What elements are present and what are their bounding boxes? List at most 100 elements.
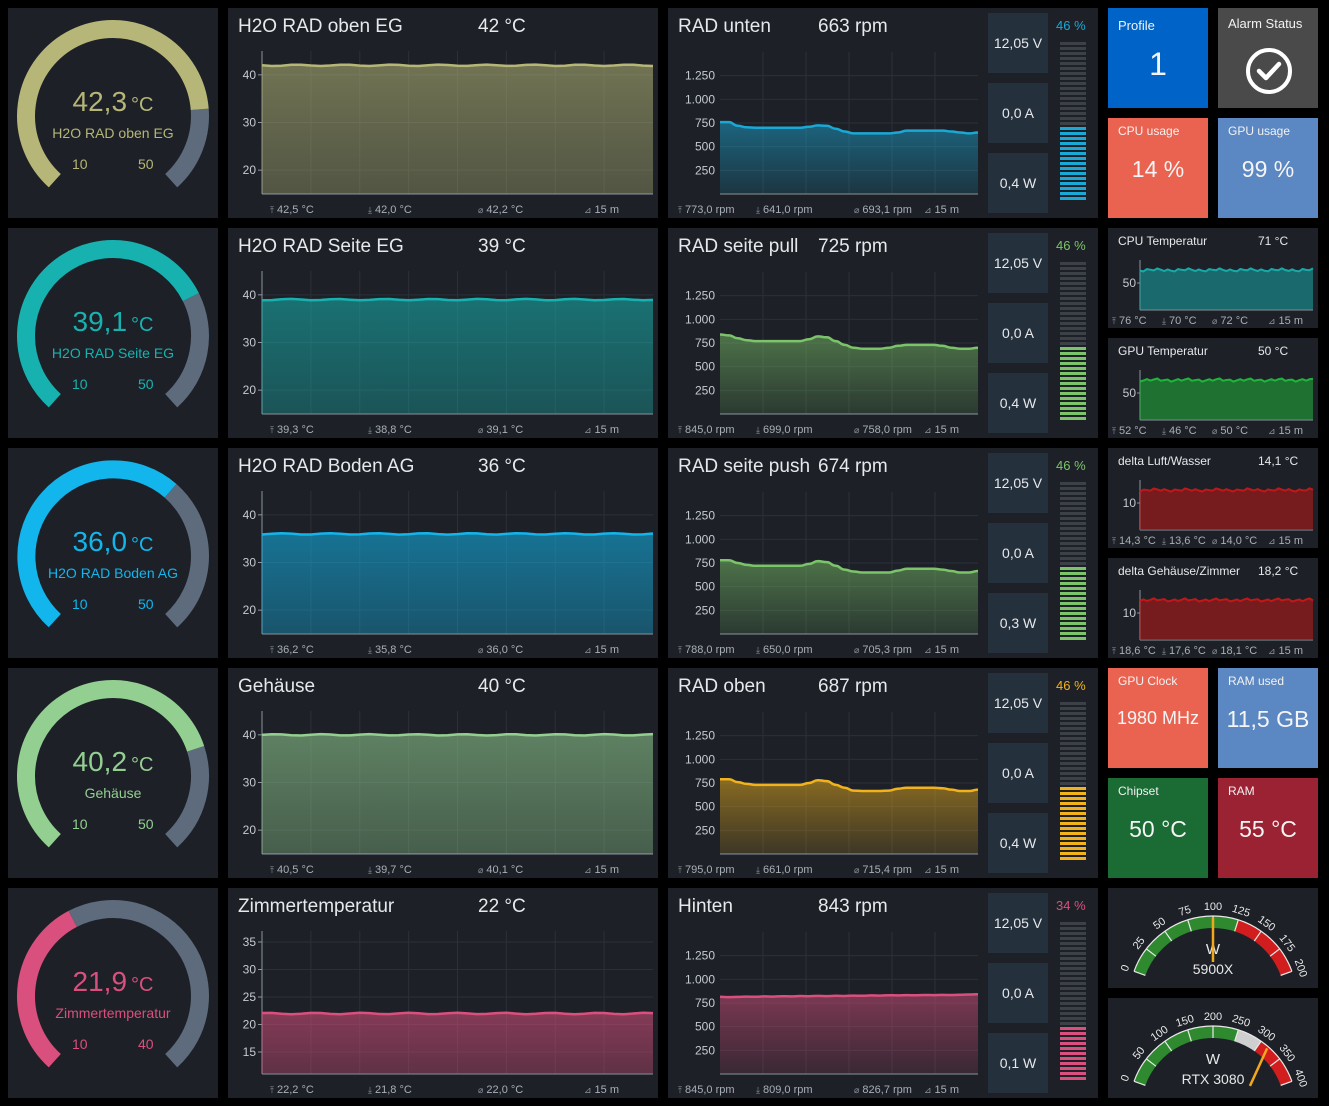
stat-min-icon: ⤓ bbox=[368, 205, 372, 215]
alarm-status-tile[interactable]: Alarm Status bbox=[1218, 8, 1318, 108]
bar-segment bbox=[1060, 837, 1086, 840]
y-tick-label: 500 bbox=[695, 140, 715, 154]
profile-tile[interactable]: Profile 1 bbox=[1108, 8, 1208, 108]
gauge-min: 10 bbox=[72, 596, 88, 612]
stat-span-icon: ⊿ bbox=[924, 865, 932, 875]
stat-min-icon: ⤓ bbox=[368, 865, 372, 875]
temperature-min: ⤓ 35,8 °C bbox=[368, 644, 412, 656]
mini-chart-value: 18,2 °C bbox=[1258, 564, 1299, 578]
stat-max-icon: ⤒ bbox=[678, 425, 682, 435]
stat-span-icon: ⊿ bbox=[924, 645, 932, 655]
bar-segment bbox=[1060, 82, 1086, 85]
bar-segment bbox=[1060, 1037, 1086, 1040]
bar-segment bbox=[1060, 932, 1086, 935]
chipset-tile: Chipset 50 °C bbox=[1108, 778, 1208, 878]
mini-chart-panel: CPU Temperatur 71 °C 50 ⤒ 76 °C ⤓ 70 °C ⌀ 72 °C ⊿… bbox=[1108, 228, 1318, 328]
y-tick-label: 20 bbox=[243, 823, 257, 837]
stat-span-icon: ⊿ bbox=[584, 645, 592, 655]
fan-voltage-box: 12,05 V bbox=[988, 13, 1048, 73]
bar-segment bbox=[1060, 337, 1086, 340]
fan-panel: Hinten 843 rpm 1.250 1.000 750 500 250 ⤒ 845,0 r… bbox=[668, 888, 1098, 1098]
fan-panel: RAD seite pull 725 rpm 1.250 1.000 750 500 250… bbox=[668, 228, 1098, 438]
gauge-value: 21,9 °C bbox=[8, 966, 218, 998]
temperature-line bbox=[261, 1011, 654, 1016]
gauge-label: RTX 3080 bbox=[1182, 1071, 1245, 1087]
gauge-value-number: 21,9 bbox=[72, 966, 128, 997]
bar-segment bbox=[1060, 347, 1086, 350]
gauge-tick-label: 200 bbox=[1204, 1011, 1222, 1023]
temperature-gauge bbox=[17, 679, 209, 848]
bar-segment bbox=[1060, 557, 1086, 560]
bar-segment bbox=[1060, 617, 1086, 620]
gauge-green-band bbox=[1134, 1026, 1239, 1086]
fan-avg: ⌀ 693,1 rpm bbox=[854, 204, 912, 216]
mini-chart-value: 50 °C bbox=[1258, 344, 1289, 358]
fan-rpm-area bbox=[720, 779, 978, 854]
y-tick-label: 25 bbox=[243, 990, 257, 1004]
gauge-max: 50 bbox=[138, 816, 154, 832]
gpu-usage-label: GPU usage bbox=[1228, 124, 1291, 138]
stat-span-icon: ⊿ bbox=[584, 205, 592, 215]
stat-avg-value: 14,0 °C bbox=[1220, 535, 1258, 547]
y-tick-label: 750 bbox=[695, 556, 715, 570]
stat-max-icon: ⤒ bbox=[1112, 646, 1116, 656]
bar-segment bbox=[1060, 967, 1086, 970]
y-tick-label: 500 bbox=[695, 800, 715, 814]
gauge-fill bbox=[17, 240, 199, 408]
bar-segment bbox=[1060, 972, 1086, 975]
bar-segment bbox=[1060, 827, 1086, 830]
temperature-gauge-panel: 36,0 °C H2O RAD Boden AG 10 50 bbox=[8, 448, 218, 658]
gauge-tick bbox=[1133, 970, 1146, 976]
fan-min: ⤓ 641,0 rpm bbox=[756, 204, 813, 216]
fan-rpm-chart: 1.250 1.000 750 500 250 bbox=[685, 52, 979, 195]
bar-segment bbox=[1060, 772, 1086, 775]
gauge-track bbox=[164, 483, 209, 628]
fan-power-box: 0,1 W bbox=[988, 1033, 1048, 1093]
bar-segment bbox=[1060, 122, 1086, 125]
gpu-clock-label: GPU Clock bbox=[1118, 674, 1178, 688]
bar-segment bbox=[1060, 927, 1086, 930]
bar-segment bbox=[1060, 727, 1086, 730]
gauge-max: 50 bbox=[138, 156, 154, 172]
gauge-tick bbox=[1280, 1080, 1293, 1086]
bar-segment bbox=[1060, 937, 1086, 940]
stat-min-value: 46 °C bbox=[1168, 425, 1197, 437]
stat-avg-value: 18,1 °C bbox=[1220, 645, 1258, 657]
bar-segment bbox=[1060, 62, 1086, 65]
stat-span-value: 15 m bbox=[594, 204, 620, 216]
mini-span: ⊿ 15 m bbox=[1268, 315, 1303, 327]
stat-max-icon: ⤒ bbox=[270, 1085, 274, 1095]
temperature-gauge-panel: 40,2 °C Gehäuse 10 50 bbox=[8, 668, 218, 878]
fan-title: RAD unten bbox=[678, 16, 771, 37]
stat-min-icon: ⤓ bbox=[756, 645, 760, 655]
stat-min-icon: ⤓ bbox=[1162, 316, 1166, 326]
fan-rpm-line bbox=[720, 777, 979, 793]
stat-min-icon: ⤓ bbox=[368, 1085, 372, 1095]
y-tick-label: 500 bbox=[695, 1020, 715, 1034]
stat-max-icon: ⤒ bbox=[1112, 426, 1116, 436]
bar-segment bbox=[1060, 532, 1086, 535]
bar-segment bbox=[1060, 52, 1086, 55]
bar-segment bbox=[1060, 157, 1086, 160]
fan-duty-bar bbox=[1060, 482, 1086, 642]
bar-segment bbox=[1060, 942, 1086, 945]
bar-segment bbox=[1060, 737, 1086, 740]
cpu-usage-value: 14 % bbox=[1131, 156, 1185, 182]
bar-segment bbox=[1060, 417, 1086, 420]
gauge-tick bbox=[1269, 948, 1281, 957]
bar-segment bbox=[1060, 857, 1086, 860]
fan-rpm-value: 687 rpm bbox=[818, 676, 888, 697]
stat-max-value: 773,0 rpm bbox=[684, 204, 735, 216]
fan-min: ⤓ 650,0 rpm bbox=[756, 644, 813, 656]
gauge-unit: °C bbox=[131, 534, 154, 556]
stat-max-value: 788,0 rpm bbox=[684, 644, 735, 656]
y-tick-label: 1.250 bbox=[685, 289, 715, 303]
mini-chart-line bbox=[1139, 597, 1314, 603]
temperature-gauge bbox=[17, 240, 209, 408]
bar-segment bbox=[1060, 87, 1086, 90]
fan-rpm-chart: 1.250 1.000 750 500 250 bbox=[685, 932, 979, 1075]
temperature-line bbox=[261, 732, 654, 737]
bar-segment bbox=[1060, 762, 1086, 765]
stat-min-icon: ⤓ bbox=[1162, 536, 1166, 546]
temperature-chart-panel: H2O RAD oben EG 42 °C 40 30 20 ⤒ 42,5 °C ⤓ 42,0 … bbox=[228, 8, 658, 218]
